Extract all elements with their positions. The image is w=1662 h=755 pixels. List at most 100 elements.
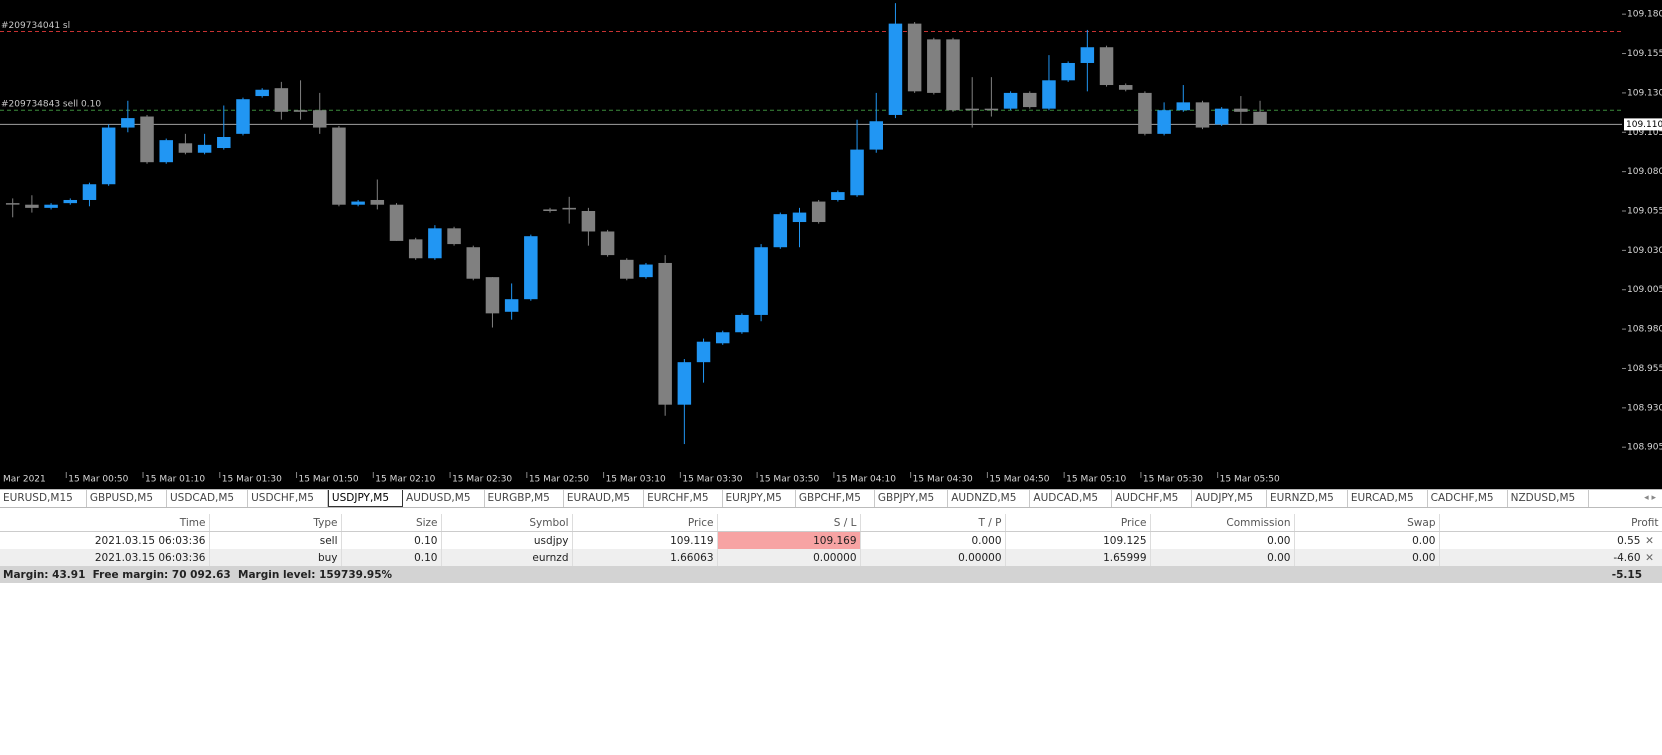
cell: -4.60 ✕ (1439, 549, 1662, 566)
column-header: Time (0, 514, 210, 532)
cell-text: 0.00 (1267, 551, 1291, 564)
column-header: Commission (1150, 514, 1295, 532)
candle-body (255, 89, 269, 97)
y-tick-label: 109.180 (1627, 10, 1662, 20)
x-tick-label: 15 Mar 01:50 (299, 475, 359, 485)
symbol-tab[interactable]: USDJPY,M5 (327, 490, 404, 507)
x-tick-label: 15 Mar 03:10 (606, 475, 666, 485)
x-tick-label: 15 Mar 03:30 (682, 475, 742, 485)
candle-body (1195, 102, 1210, 128)
candle-body (1157, 110, 1171, 134)
column-header: Size (341, 514, 442, 532)
candle-body (63, 199, 78, 204)
symbol-tab[interactable]: GBPCHF,M5 (796, 490, 875, 507)
y-tick-label: 109.005 (1627, 285, 1662, 295)
column-header: Type (209, 514, 342, 532)
cell-text: 0.55 (1617, 534, 1641, 547)
cell-text: 0.00 (1412, 551, 1436, 564)
symbol-tab[interactable]: GBPUSD,M5 (87, 490, 167, 507)
symbol-tab[interactable]: EURNZD,M5 (1267, 490, 1348, 507)
candle-body (293, 110, 308, 112)
symbol-tab[interactable]: CADCHF,M5 (1428, 490, 1508, 507)
candle-body (562, 207, 576, 210)
symbol-tab[interactable]: NZDUSD,M5 (1508, 490, 1590, 507)
column-header: T / P (860, 514, 1006, 532)
cell-text: eurnzd (532, 551, 569, 564)
candle-body (370, 199, 385, 205)
chart-background (0, 0, 1662, 489)
candle-body (639, 264, 653, 278)
cell: 0.000 (860, 531, 1006, 549)
symbol-tab[interactable]: AUDNZD,M5 (948, 490, 1031, 507)
cell-text: -4.60 (1613, 551, 1641, 564)
candle-body (696, 341, 711, 363)
cell: 0.10 (341, 531, 442, 549)
cell: 0.00 (1294, 549, 1440, 566)
trade-row: 2021.03.15 06:03:36 buy 0.10 eurnzd 1.66063 0… (0, 549, 1662, 566)
tab-scroll[interactable]: ◂ ▸ (1644, 493, 1656, 503)
x-tick-label: 15 Mar 02:10 (375, 475, 435, 485)
candle-body (1003, 92, 1018, 109)
candle-body (159, 140, 173, 163)
cell: 109.125 (1005, 531, 1151, 549)
x-tick-label: 15 Mar 04:30 (913, 475, 973, 485)
candle-body (121, 118, 135, 128)
cell: 0.00 (1150, 531, 1295, 549)
cell-text: 109.169 (813, 534, 857, 547)
symbol-tab[interactable]: AUDCAD,M5 (1030, 490, 1113, 507)
symbol-tab[interactable]: EURUSD,M15 (0, 490, 87, 507)
y-tick-label: 109.030 (1627, 246, 1662, 256)
cell-text: 1.66063 (670, 551, 714, 564)
cell: eurnzd (441, 549, 573, 566)
symbol-tab[interactable]: AUDUSD,M5 (403, 490, 485, 507)
candle-body (773, 214, 788, 248)
close-button[interactable]: ✕ (1645, 534, 1654, 547)
candle-body (715, 332, 730, 344)
candle-body (466, 247, 481, 279)
x-tick-label: 15 Mar 05:10 (1066, 475, 1126, 485)
cell-text: 0.10 (414, 551, 438, 564)
candle-body (447, 228, 461, 245)
candle-body (5, 203, 20, 205)
candle-body (408, 239, 423, 259)
symbol-tab[interactable]: USDCHF,M5 (248, 490, 328, 507)
symbol-tab[interactable]: AUDJPY,M5 (1192, 490, 1268, 507)
candle-body (1023, 92, 1037, 108)
candle-body (754, 247, 768, 315)
cell: 0.00 (1294, 531, 1440, 549)
candle-body (581, 211, 596, 232)
candle-body (658, 262, 672, 405)
symbol-tabs: EURUSD,M15 GBPUSD,M5 USDCAD,M5 USDCHF,M5 USD… (0, 489, 1662, 508)
symbol-tab[interactable]: AUDCHF,M5 (1112, 490, 1193, 507)
symbol-tab[interactable]: EURCHF,M5 (644, 490, 723, 507)
symbol-tab[interactable]: EURAUD,M5 (564, 490, 645, 507)
cell: 2021.03.15 06:03:36 (0, 531, 210, 549)
x-tick-label: 15 Mar 02:30 (452, 475, 512, 485)
cell-text: buy (317, 551, 338, 564)
y-tick-label: 109.080 (1627, 167, 1662, 177)
symbol-tab[interactable]: USDCAD,M5 (167, 490, 249, 507)
candle-body (312, 110, 327, 128)
margin-summary: Margin: 43.91 Free margin: 70 092.63 Mar… (0, 566, 1439, 583)
symbol-tab[interactable]: GBPJPY,M5 (875, 490, 949, 507)
profit-total-text: -5.15 (1611, 568, 1642, 581)
close-button[interactable]: ✕ (1645, 551, 1654, 564)
cell: 109.119 (572, 531, 718, 549)
candle-body (946, 39, 960, 111)
cell: sell (209, 531, 342, 549)
cell: 2021.03.15 06:03:36 (0, 549, 210, 566)
symbol-tab[interactable]: EURJPY,M5 (723, 490, 796, 507)
candle-body (428, 228, 442, 259)
cell: buy (209, 549, 342, 566)
cell: 0.00000 (860, 549, 1006, 566)
cell: 1.65999 (1005, 549, 1151, 566)
symbol-tab[interactable]: EURGBP,M5 (485, 490, 564, 507)
bid-tag (1624, 118, 1662, 131)
symbol-tab[interactable]: EURCAD,M5 (1348, 490, 1428, 507)
x-start-label: Mar 2021 (3, 475, 46, 485)
cell: 0.55 ✕ (1439, 531, 1662, 549)
candle-body (44, 204, 58, 208)
cell-text: 0.000 (971, 534, 1002, 547)
